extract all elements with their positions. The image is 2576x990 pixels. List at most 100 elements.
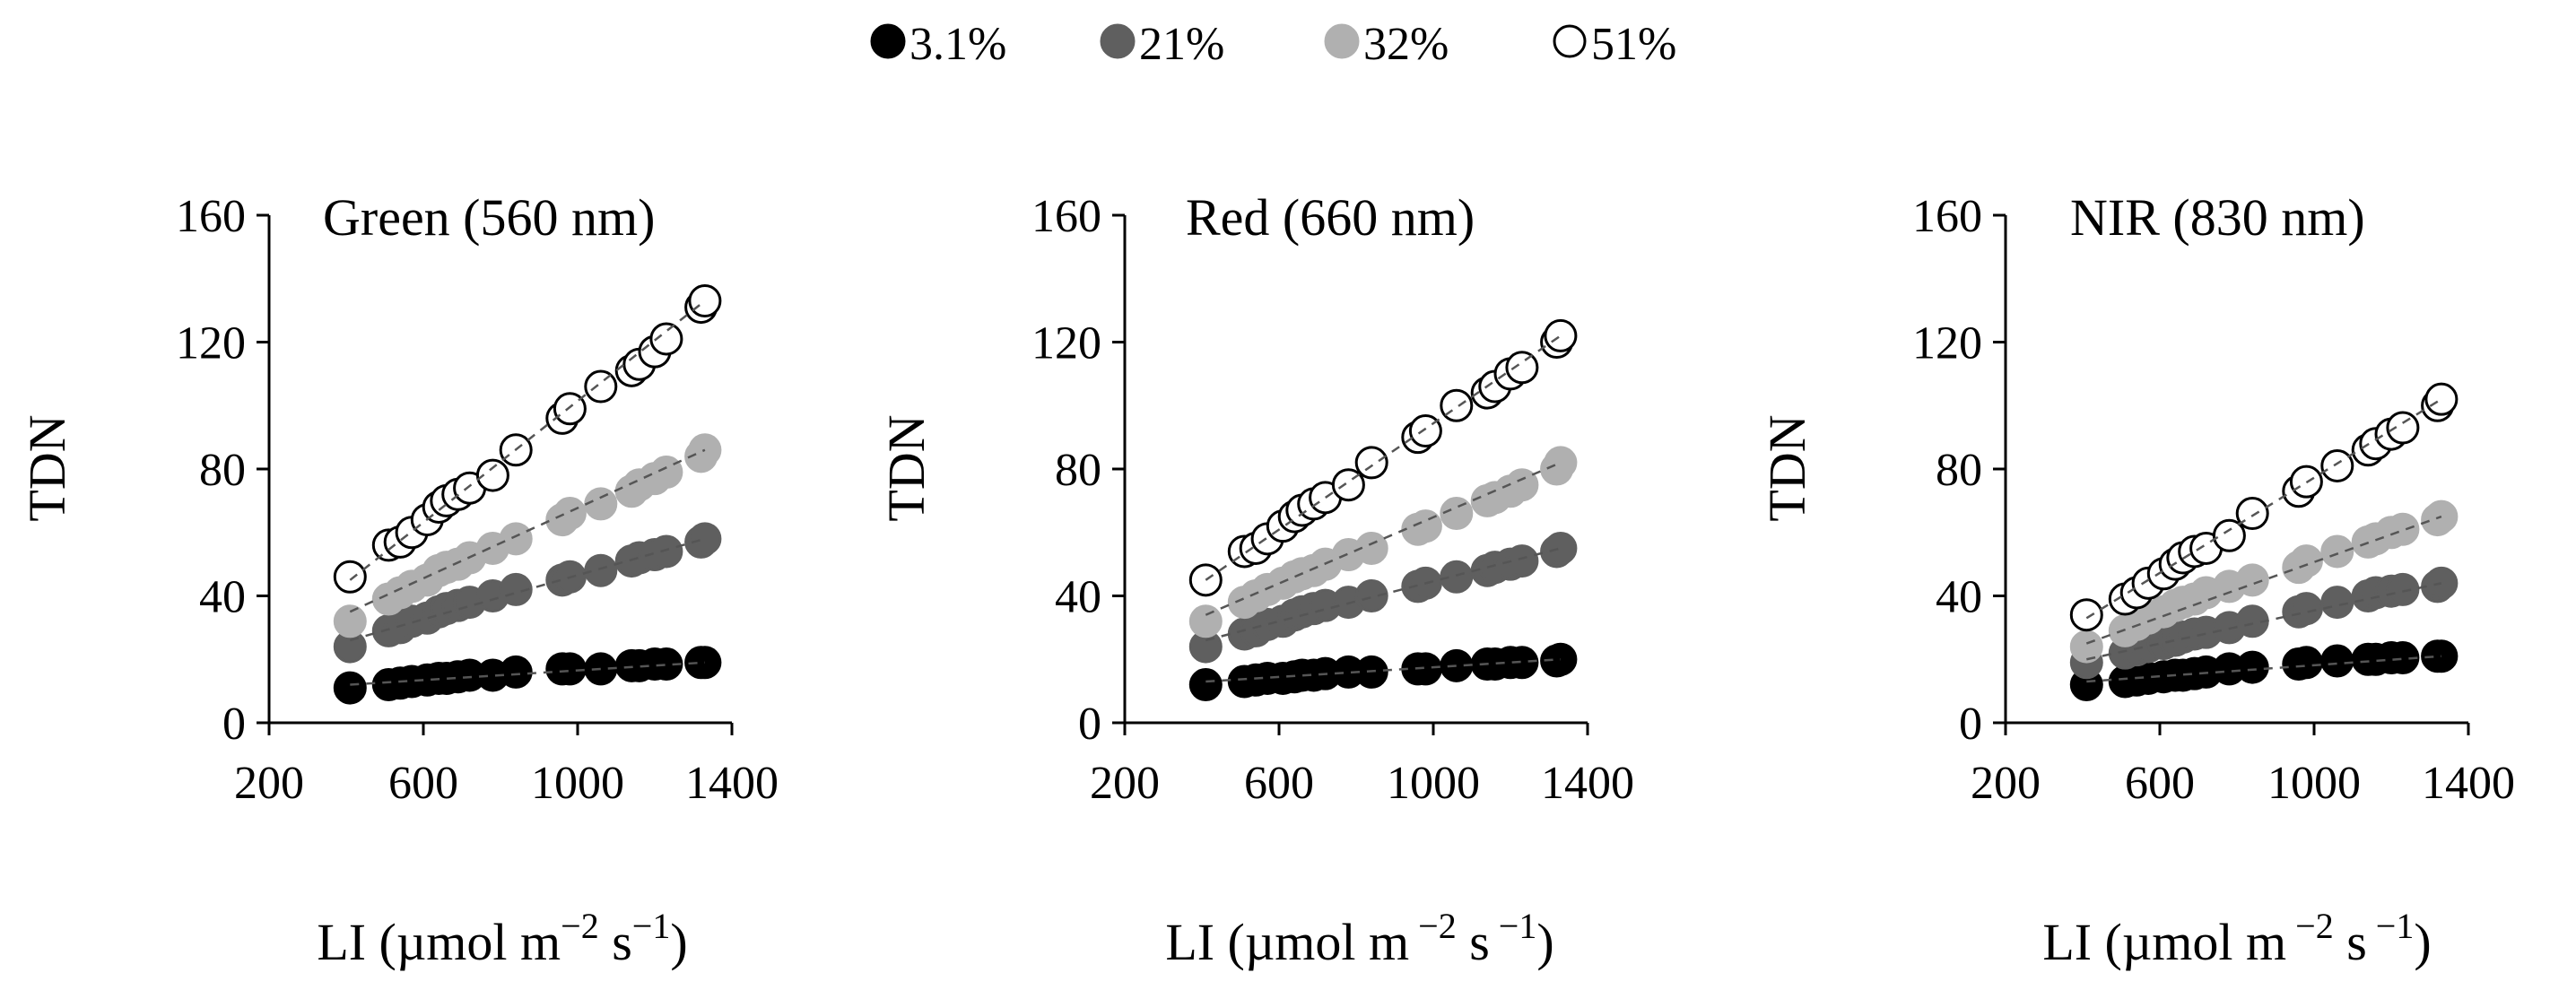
x-axis-title-exp2: −1 xyxy=(2367,906,2415,946)
x-axis-title: LI (µmol m −2 s −1) xyxy=(1165,906,1553,971)
data-point xyxy=(2235,563,2269,597)
y-tick-label: 80 xyxy=(1055,445,1101,496)
y-axis-title: TDN xyxy=(1758,414,1816,521)
legend-label: 3.1% xyxy=(909,19,1006,70)
x-tick-label: 1400 xyxy=(1541,758,1634,809)
y-tick-label: 40 xyxy=(199,572,246,623)
x-axis-title-end: ) xyxy=(2414,913,2431,971)
x-axis-title-end: ) xyxy=(1536,913,1553,971)
data-point xyxy=(1188,668,1223,702)
panel-title: NIR (830 nm) xyxy=(2070,188,2365,247)
legend-marker xyxy=(870,23,906,59)
data-point xyxy=(553,652,587,686)
x-tick-label: 600 xyxy=(388,758,458,809)
legend-marker xyxy=(1553,24,1587,58)
y-tick-label: 0 xyxy=(222,699,246,750)
legend-marker xyxy=(1324,23,1360,59)
panel-nir: NIR (830 nm) TDN LI (µmol m −2 s −1) 0 40… xyxy=(1758,188,2515,971)
data-point xyxy=(1440,560,1474,594)
trend-line xyxy=(2085,398,2442,620)
data-point xyxy=(553,392,587,426)
data-point xyxy=(499,655,533,689)
data-point xyxy=(333,604,367,638)
data-point xyxy=(649,322,683,356)
data-point xyxy=(2320,644,2354,678)
data-point xyxy=(2320,448,2354,482)
legend-item: 21% xyxy=(1100,19,1224,70)
trend-line xyxy=(1205,658,1561,683)
x-tick-label: 200 xyxy=(1090,758,1160,809)
data-point xyxy=(333,560,367,594)
x-axis-title-end: ) xyxy=(670,913,687,971)
x-tick-label: 600 xyxy=(2125,758,2195,809)
data-point xyxy=(2289,592,2323,626)
y-axis-title: TDN xyxy=(18,414,76,521)
y-tick-label: 120 xyxy=(1031,318,1101,369)
trend-line xyxy=(349,448,706,613)
x-tick-label: 600 xyxy=(1244,758,1314,809)
data-point xyxy=(2289,646,2323,680)
data-point xyxy=(2289,544,2323,578)
data-point xyxy=(1505,646,1539,680)
data-point xyxy=(2386,572,2420,606)
x-axis-title-mid: s xyxy=(2334,913,2367,971)
data-point xyxy=(688,284,722,318)
trend-line xyxy=(2086,655,2441,683)
x-axis-title-main: LI (µmol m xyxy=(2042,913,2286,971)
x-tick-label: 200 xyxy=(234,758,304,809)
data-point xyxy=(499,522,533,556)
data-point xyxy=(649,534,683,569)
x-axis-title-main: LI (µmol m xyxy=(1165,913,1409,971)
data-point xyxy=(1354,531,1388,565)
data-point xyxy=(1505,351,1539,385)
data-point xyxy=(333,671,367,705)
legend-item: 3.1% xyxy=(870,19,1006,70)
x-tick-label: 200 xyxy=(1971,758,2041,809)
data-point xyxy=(1544,318,1578,352)
x-axis-title-exp1: −2 xyxy=(2286,906,2334,946)
y-tick-label: 160 xyxy=(1912,191,1982,242)
y-tick-label: 160 xyxy=(1031,191,1101,242)
data-point xyxy=(2212,518,2246,552)
data-point xyxy=(649,647,683,682)
legend: 3.1% 21% 32% 51% xyxy=(870,19,1676,70)
data-point xyxy=(2320,586,2354,620)
data-point xyxy=(688,522,722,556)
data-point xyxy=(475,458,509,492)
data-point xyxy=(2386,411,2420,445)
data-point xyxy=(584,369,618,404)
y-tick-label: 120 xyxy=(176,318,246,369)
data-point xyxy=(2320,534,2354,569)
y-tick-label: 120 xyxy=(1912,318,1982,369)
legend-label: 21% xyxy=(1139,19,1224,70)
x-axis-title-exp2: −1 xyxy=(632,906,671,946)
x-tick-label: 1000 xyxy=(1387,758,1480,809)
trend-line xyxy=(2086,582,2442,661)
x-axis-title-exp1: −2 xyxy=(1409,906,1457,946)
x-tick-label: 1000 xyxy=(531,758,624,809)
data-point xyxy=(2235,650,2269,684)
data-point xyxy=(584,553,618,587)
x-tick-label: 1400 xyxy=(2422,758,2515,809)
legend-label: 32% xyxy=(1363,19,1449,70)
x-axis-title: LI (µmol m−2 s−1) xyxy=(317,906,687,971)
data-point xyxy=(2386,640,2420,674)
y-tick-label: 0 xyxy=(1959,699,1982,750)
data-point xyxy=(584,487,618,521)
y-tick-label: 160 xyxy=(176,191,246,242)
data-point xyxy=(2069,598,2103,632)
y-tick-label: 40 xyxy=(1055,572,1101,623)
trend-line xyxy=(1205,547,1562,642)
trend-line xyxy=(349,537,706,642)
legend-label: 51% xyxy=(1591,19,1676,70)
data-point xyxy=(2386,512,2420,546)
x-axis-title-mid: s xyxy=(599,913,632,971)
trend-line xyxy=(1205,334,1562,581)
x-axis-title-exp1: −2 xyxy=(561,906,599,946)
x-axis-title-main: LI (µmol m xyxy=(317,913,561,971)
x-axis-title-exp2: −1 xyxy=(1490,906,1537,946)
y-axis-title: TDN xyxy=(877,414,936,521)
data-point xyxy=(1440,388,1474,422)
y-tick-label: 80 xyxy=(199,445,246,496)
